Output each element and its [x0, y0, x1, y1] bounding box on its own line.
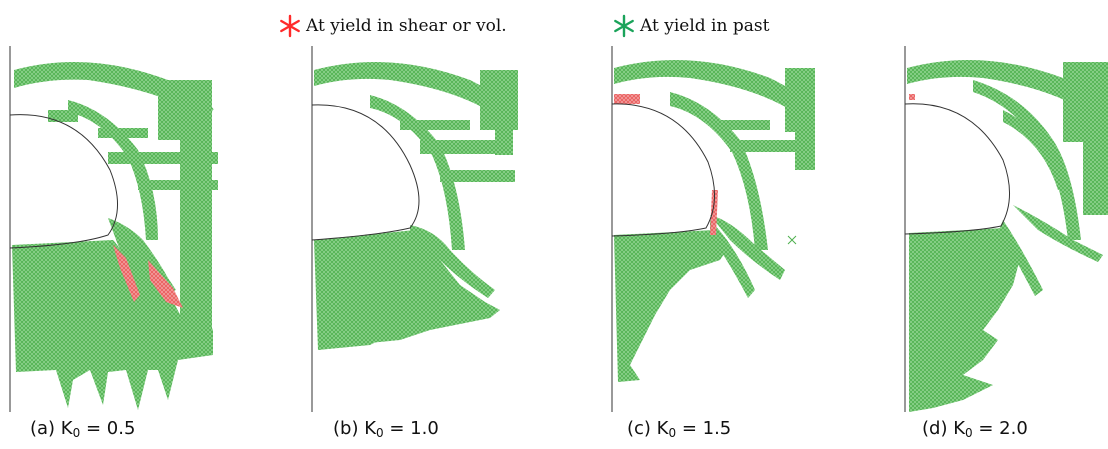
- plot-panel-c: [610, 40, 850, 412]
- asterisk-icon: [614, 14, 634, 38]
- yield-zone-plot-c: [611, 46, 815, 412]
- yield-zone-plot-a: [9, 46, 218, 412]
- legend-past-yield: At yield in past: [612, 13, 769, 39]
- plot-panel-a: [8, 40, 248, 412]
- plot-panel-b: [310, 40, 550, 412]
- asterisk-icon: [280, 14, 300, 38]
- caption-d: (d) K0 = 2.0: [922, 418, 1028, 440]
- caption-c: (c) K0 = 1.5: [627, 418, 732, 440]
- plot-panel-d: [903, 40, 1108, 412]
- caption-a: (a) K0 = 0.5: [30, 418, 136, 440]
- caption-b: (b) K0 = 1.0: [333, 418, 439, 440]
- yield-zone-plot-d: [904, 46, 1108, 412]
- legend-past-yield-label: At yield in past: [640, 16, 770, 36]
- yield-zone-plot-b: [311, 46, 518, 412]
- legend-current-yield-label: At yield in shear or vol.: [306, 16, 507, 36]
- legend-current-yield: At yield in shear or vol.: [278, 13, 507, 39]
